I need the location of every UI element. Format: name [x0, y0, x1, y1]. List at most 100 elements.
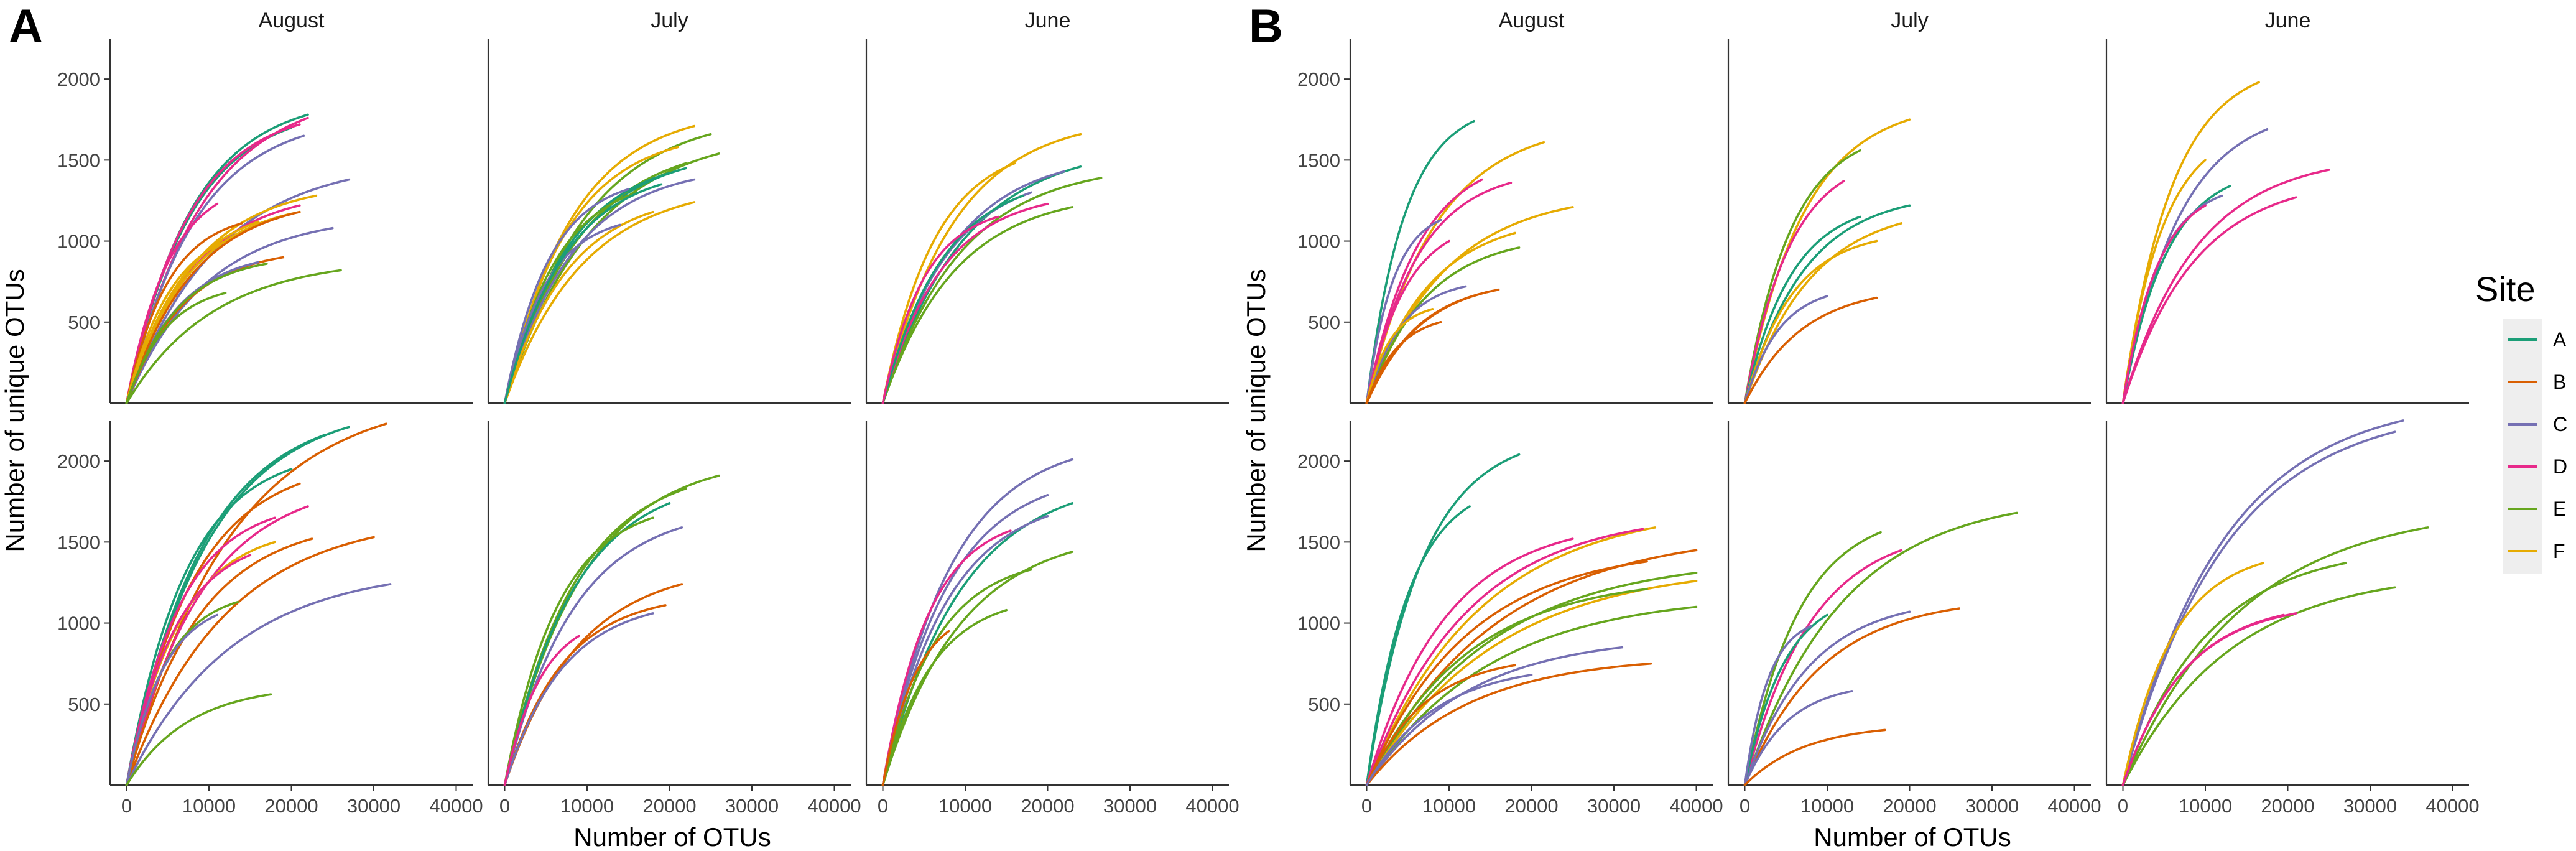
curve-site-c: [1365, 646, 1624, 786]
y-tick-label: 1500: [1297, 531, 1340, 553]
curve-site-a: [1365, 505, 1471, 786]
panel-a-june-row2: [881, 458, 1074, 786]
x-tick-label: 30000: [1965, 795, 2019, 817]
curve-site-e: [1743, 531, 1882, 786]
curve-site-e: [1365, 588, 1648, 786]
curve-site-d: [1365, 178, 1483, 404]
curve-site-e: [503, 162, 687, 404]
curve-site-f: [1743, 222, 1903, 404]
x-tick-label: 20000: [2261, 795, 2314, 817]
x-tick-label: 30000: [1103, 795, 1157, 817]
curve-site-a: [125, 426, 351, 786]
curve-site-d: [1365, 537, 1574, 786]
curve-site-d: [881, 529, 1012, 786]
curve-site-e: [1365, 246, 1521, 404]
curve-site-c: [2121, 194, 2223, 404]
panel-letter-b: B: [1249, 0, 1283, 53]
x-tick-label: 20000: [1021, 795, 1074, 817]
curve-site-c: [881, 494, 1049, 786]
x-tick-label: 10000: [560, 795, 614, 817]
curve-site-e: [125, 292, 227, 404]
x-tick-label: 0: [2118, 795, 2128, 817]
curve-site-e: [503, 152, 720, 404]
x-tick-label: 10000: [2179, 795, 2232, 817]
y-tick-label: 2000: [1297, 68, 1340, 90]
curve-site-e: [881, 206, 1074, 404]
curve-site-f: [1365, 526, 1657, 786]
curve-site-b: [1365, 321, 1442, 404]
curve-site-e: [881, 177, 1103, 404]
panel-b-august-row2: [1365, 453, 1698, 786]
x-axis-title-a: Number of OTUs: [573, 822, 771, 851]
panel-b-june-row2: [2121, 419, 2429, 786]
curve-site-b: [1743, 296, 1878, 404]
x-tick-label: 20000: [1504, 795, 1558, 817]
legend-label-e: E: [2553, 498, 2566, 520]
curve-site-d: [1365, 528, 1644, 786]
y-axis-title-b: Number of unique OTUs: [1241, 269, 1271, 552]
panel-b-july-row1: [1743, 118, 1911, 404]
panel-b-july-row2: [1743, 511, 2018, 786]
curve-site-e: [125, 269, 342, 404]
legend-label-c: C: [2553, 413, 2567, 435]
y-axis-title-a: Number of unique OTUs: [0, 269, 29, 552]
curve-site-f: [2121, 159, 2207, 404]
curve-site-e: [1743, 511, 2018, 786]
curve-site-d: [881, 202, 1049, 404]
panel-a-july-row2: [503, 474, 720, 786]
curve-site-a: [881, 165, 1082, 404]
curve-site-e: [2121, 562, 2347, 786]
x-tick-label: 10000: [1422, 795, 1476, 817]
x-tick-label: 40000: [1185, 795, 1239, 817]
x-tick-label: 0: [878, 795, 888, 817]
x-tick-label: 40000: [1669, 795, 1723, 817]
y-tick-label: 1000: [1297, 613, 1340, 635]
y-tick-label: 2000: [1297, 450, 1340, 472]
curve-site-e: [881, 608, 1008, 786]
curve-site-d: [125, 505, 309, 786]
curve-site-e: [1365, 605, 1698, 786]
curve-site-a: [125, 113, 309, 404]
panel-a-august-row1: [125, 113, 351, 404]
curve-site-f: [503, 146, 679, 404]
x-tick-label: 10000: [938, 795, 992, 817]
curve-site-b: [1365, 664, 1516, 786]
x-tick-label: 0: [121, 795, 132, 817]
x-tick-label: 0: [499, 795, 510, 817]
curve-site-a: [125, 468, 293, 786]
facet-strip-b-july: July: [1891, 9, 1928, 32]
x-tick-label: 40000: [429, 795, 483, 817]
curve-site-c: [881, 458, 1074, 786]
curve-site-a: [881, 502, 1074, 786]
curve-site-e: [881, 568, 1032, 786]
x-tick-label: 10000: [182, 795, 236, 817]
curve-site-f: [1365, 580, 1698, 786]
curve-site-a: [2121, 185, 2231, 404]
y-tick-label: 1000: [57, 231, 100, 253]
curve-site-e: [125, 263, 268, 404]
curve-site-f: [2121, 81, 2260, 404]
curve-site-c: [125, 226, 334, 404]
curve-site-d: [125, 123, 301, 404]
legend-label-d: D: [2553, 455, 2567, 478]
x-tick-label: 40000: [2047, 795, 2101, 817]
curve-site-f: [503, 201, 696, 404]
x-tick-label: 10000: [1800, 795, 1854, 817]
curve-site-d: [2121, 204, 2207, 404]
curve-site-a: [1365, 453, 1521, 786]
curve-site-b: [125, 536, 375, 786]
curve-site-c: [1743, 625, 1812, 786]
curve-site-c: [2121, 430, 2396, 786]
x-tick-label: 40000: [2425, 795, 2479, 817]
curve-site-d: [125, 202, 219, 404]
curve-site-c: [503, 612, 654, 786]
y-tick-label: 500: [1308, 312, 1340, 333]
curve-site-f: [881, 162, 1016, 404]
x-tick-label: 0: [1740, 795, 1750, 817]
curve-site-d: [2121, 613, 2285, 786]
x-tick-label: 0: [1361, 795, 1372, 817]
curve-site-a: [881, 194, 1024, 404]
y-tick-label: 500: [68, 694, 100, 715]
x-tick-label: 20000: [264, 795, 318, 817]
